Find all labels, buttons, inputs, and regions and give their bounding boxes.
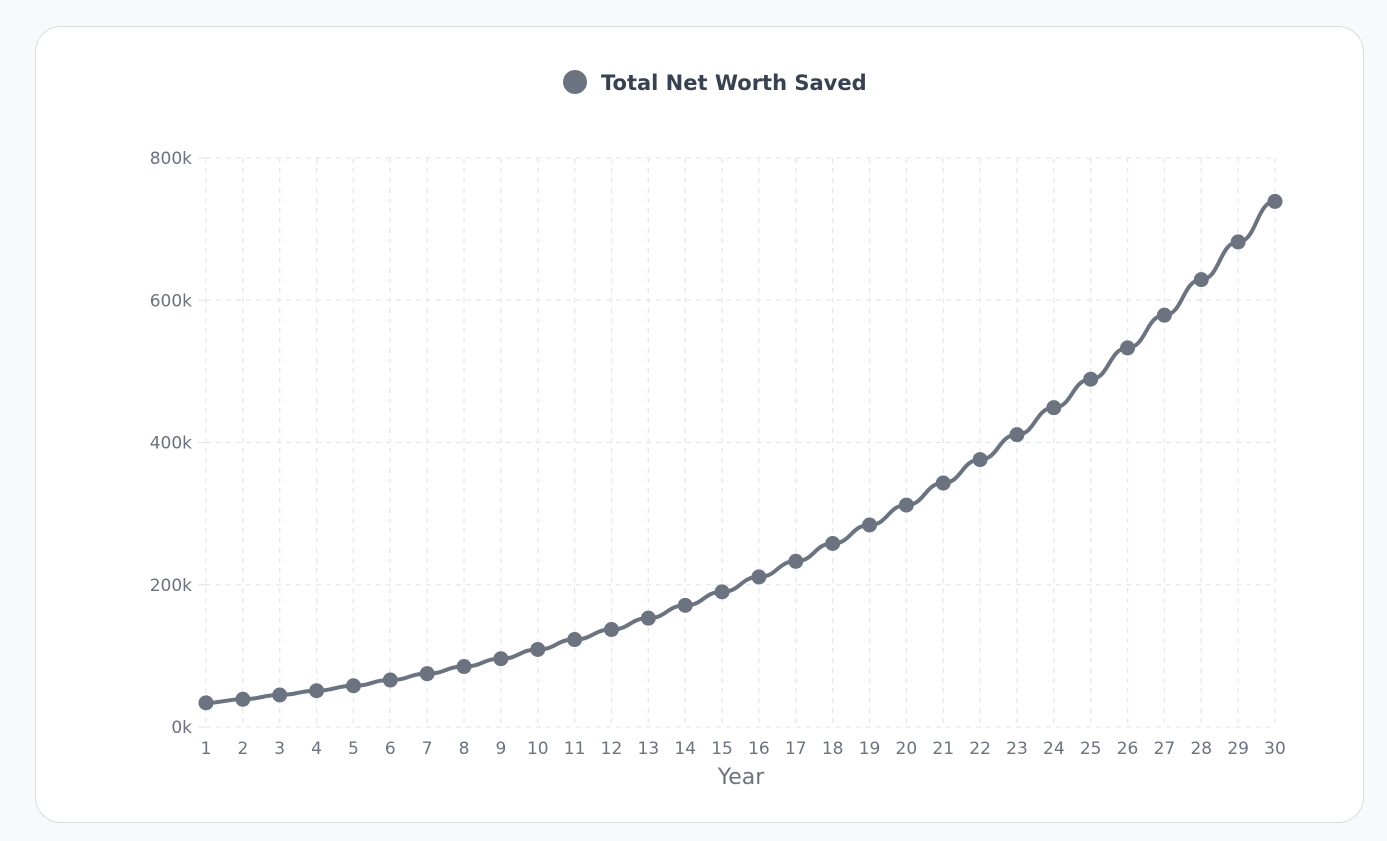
data-point[interactable] xyxy=(1267,193,1283,209)
x-tick-label: 10 xyxy=(527,739,549,759)
data-point[interactable] xyxy=(1156,307,1172,323)
x-tick-label: 25 xyxy=(1080,739,1102,759)
y-tick-label: 0k xyxy=(171,718,192,738)
x-tick-label: 27 xyxy=(1154,739,1176,759)
y-tick-label: 400k xyxy=(150,434,192,454)
y-tick-label: 800k xyxy=(150,149,192,169)
x-tick-label: 15 xyxy=(711,739,733,759)
x-tick-label: 6 xyxy=(385,739,396,759)
x-tick-label: 11 xyxy=(564,739,586,759)
data-point[interactable] xyxy=(1120,340,1136,356)
data-point[interactable] xyxy=(235,691,251,707)
x-tick-label: 23 xyxy=(1006,739,1028,759)
grid-lines xyxy=(205,157,1276,728)
x-tick-label: 19 xyxy=(859,739,881,759)
data-point[interactable] xyxy=(1083,371,1099,387)
data-point[interactable] xyxy=(530,641,546,657)
data-point[interactable] xyxy=(751,569,767,585)
x-tick-label: 5 xyxy=(348,739,359,759)
data-point[interactable] xyxy=(898,497,914,513)
series-layer xyxy=(198,193,1283,711)
x-tick-label: 1 xyxy=(201,739,212,759)
x-tick-label: 9 xyxy=(495,739,506,759)
data-point[interactable] xyxy=(1193,272,1209,288)
x-tick-label: 21 xyxy=(932,739,954,759)
x-tick-label: 8 xyxy=(459,739,470,759)
x-tick-label: 18 xyxy=(822,739,844,759)
x-axis-ticks: 1 2 3 4 5 6 7 8 9 10 11 12 13 14 15 16 17 18 19 20 21 22 23 24 2… xyxy=(201,739,1286,759)
data-point[interactable] xyxy=(345,678,361,694)
x-tick-label: 4 xyxy=(311,739,322,759)
data-point[interactable] xyxy=(272,687,288,703)
x-tick-label: 20 xyxy=(896,739,918,759)
y-axis-ticks: 0k 200k 400k 600k 800k xyxy=(150,149,206,738)
x-tick-label: 26 xyxy=(1117,739,1139,759)
x-tick-label: 29 xyxy=(1227,739,1249,759)
x-tick-label: 7 xyxy=(422,739,433,759)
data-point[interactable] xyxy=(640,610,656,626)
chart-card xyxy=(35,26,1364,823)
data-point[interactable] xyxy=(456,659,472,675)
x-tick-label: 30 xyxy=(1264,739,1286,759)
legend-swatch xyxy=(563,70,587,94)
legend-label: Total Net Worth Saved xyxy=(601,71,867,95)
x-tick-label: 2 xyxy=(237,739,248,759)
data-point[interactable] xyxy=(1046,400,1062,416)
data-point[interactable] xyxy=(862,517,878,533)
x-tick-label: 17 xyxy=(785,739,807,759)
data-point[interactable] xyxy=(493,651,509,667)
data-point[interactable] xyxy=(935,475,951,491)
x-tick-label: 24 xyxy=(1043,739,1065,759)
x-tick-label: 16 xyxy=(748,739,770,759)
x-tick-label: 28 xyxy=(1190,739,1212,759)
data-point[interactable] xyxy=(198,695,214,711)
x-tick-label: 3 xyxy=(274,739,285,759)
data-point[interactable] xyxy=(419,666,435,682)
legend[interactable]: Total Net Worth Saved xyxy=(563,70,867,95)
data-point[interactable] xyxy=(1230,234,1246,250)
series-line xyxy=(204,199,1277,705)
data-point[interactable] xyxy=(677,597,693,613)
data-point[interactable] xyxy=(825,535,841,551)
data-point[interactable] xyxy=(714,584,730,600)
data-point[interactable] xyxy=(309,683,325,699)
x-tick-label: 22 xyxy=(969,739,991,759)
x-axis-title: Year xyxy=(717,765,766,790)
data-point[interactable] xyxy=(567,632,583,648)
data-point[interactable] xyxy=(382,672,398,688)
x-tick-label: 13 xyxy=(638,739,660,759)
y-tick-label: 600k xyxy=(150,291,192,311)
x-tick-label: 12 xyxy=(601,739,623,759)
x-tick-label: 14 xyxy=(674,739,696,759)
data-point[interactable] xyxy=(788,553,804,569)
data-point[interactable] xyxy=(603,622,619,638)
data-point[interactable] xyxy=(972,452,988,468)
data-point[interactable] xyxy=(1009,427,1025,443)
y-tick-label: 200k xyxy=(150,576,192,596)
